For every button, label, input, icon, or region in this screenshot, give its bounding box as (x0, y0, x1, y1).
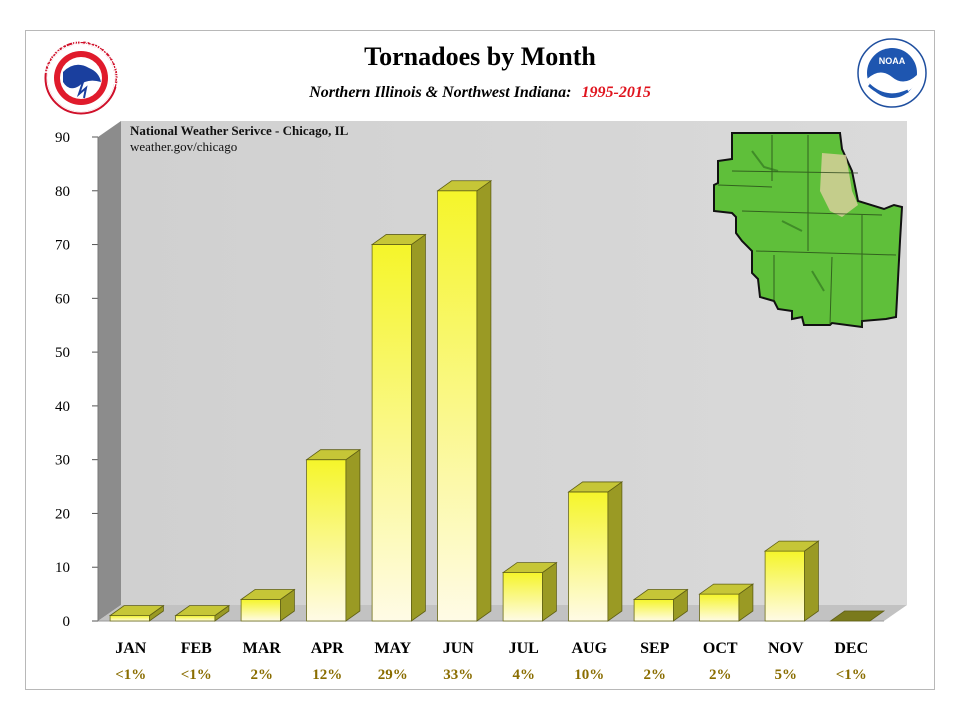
bar-jan (108, 604, 165, 622)
y-tick-label-7: 70 (55, 238, 70, 254)
chart-subtitle: Northern Illinois & Northwest Indiana: 1… (308, 84, 651, 101)
bar-side-10 (804, 540, 819, 622)
percent-label-8: 2% (644, 667, 667, 683)
bar-cap-8 (632, 589, 689, 600)
nws-logo-icon: NATIONAL WEATHER SERVICE (44, 41, 118, 115)
bar-front-1 (175, 615, 216, 622)
percent-label-10: 5% (775, 667, 798, 683)
x-tick-label-8: SEP (640, 640, 670, 657)
y-tick-label-1: 10 (55, 560, 70, 576)
bar-chart: NATIONAL WEATHER SERVICE NOAA Tornadoes … (44, 38, 927, 683)
bar-cap-9 (698, 583, 755, 595)
bar-side-4 (410, 233, 426, 622)
bars (108, 180, 886, 622)
bar-cap-6 (501, 562, 558, 573)
x-tick-label-5: JUN (443, 640, 475, 657)
bar-aug (567, 481, 624, 622)
percent-label-0: <1% (115, 667, 146, 683)
y-axis: 0 10 20 30 40 50 60 70 80 90 (55, 130, 99, 630)
bar-cap-10 (763, 540, 820, 552)
x-tick-label-4: MAY (374, 640, 411, 657)
percent-label-5: 33% (443, 667, 473, 683)
bar-mar (239, 588, 296, 622)
subtitle-region: Northern Illinois & Northwest Indiana: (308, 84, 571, 101)
percent-labels: <1% <1% 2% 12% 29% 33% 4% 10% 2% 2% 5% <1% (115, 667, 867, 683)
y-tick-label-6: 60 (55, 291, 70, 307)
noaa-logo-text: NOAA (879, 56, 906, 66)
chart-title: Tornadoes by Month (364, 42, 596, 71)
bar-cap-11 (829, 610, 886, 622)
bar-front-3 (306, 459, 347, 622)
x-tick-label-10: NOV (768, 640, 804, 657)
noaa-logo-icon: NOAA (857, 38, 927, 108)
bar-front-7 (568, 491, 609, 622)
x-tick-label-6: JUL (509, 640, 539, 657)
bar-may (370, 233, 427, 622)
y-tick-label-5: 50 (55, 345, 70, 361)
bar-nov (763, 540, 820, 622)
y-tick-label-9: 90 (55, 130, 70, 146)
bar-cap-4 (370, 234, 427, 245)
bar-side-5 (476, 180, 492, 622)
percent-label-1: <1% (181, 667, 212, 683)
bar-apr (305, 448, 362, 622)
percent-label-2: 2% (251, 667, 274, 683)
bar-front-9 (699, 593, 740, 622)
x-tick-label-1: FEB (181, 640, 212, 657)
percent-label-9: 2% (709, 667, 732, 683)
bar-oct (698, 583, 755, 622)
percent-label-4: 29% (378, 667, 408, 683)
bar-cap-2 (239, 589, 296, 600)
bar-side-3 (345, 448, 361, 622)
bar-jul (501, 561, 558, 622)
x-tick-label-7: AUG (571, 640, 607, 657)
bar-side-7 (607, 481, 623, 622)
y-tick-label-8: 80 (55, 184, 70, 200)
bar-cap-0 (108, 605, 165, 617)
bar-front-5 (437, 190, 478, 622)
bar-dec (829, 610, 886, 622)
x-tick-label-2: MAR (243, 640, 282, 657)
subtitle-years: 1995-2015 (581, 84, 650, 101)
percent-label-3: 12% (312, 667, 342, 683)
credit-line-1: National Weather Serivce - Chicago, IL (130, 123, 349, 138)
bar-front-0 (109, 615, 150, 622)
y-tick-label-2: 20 (55, 506, 70, 522)
bar-feb (174, 604, 231, 622)
x-axis-labels: JAN FEB MAR APR MAY JUN JUL AUG SEP OCT NOV DEC (115, 640, 868, 657)
x-tick-label-11: DEC (834, 640, 868, 657)
y-tick-label-3: 30 (55, 453, 70, 469)
bar-front-8 (633, 599, 674, 622)
left-wall (98, 121, 121, 621)
x-tick-label-0: JAN (115, 640, 147, 657)
bar-front-6 (502, 572, 543, 622)
bar-cap-5 (436, 180, 493, 192)
credit-line-2: weather.gov/chicago (130, 139, 237, 154)
bar-cap-7 (567, 481, 624, 493)
bar-cap-3 (305, 449, 362, 461)
bar-front-10 (764, 550, 805, 622)
bar-front-2 (240, 599, 281, 622)
percent-label-7: 10% (574, 667, 604, 683)
x-tick-label-9: OCT (703, 640, 738, 657)
x-tick-label-3: APR (311, 640, 344, 657)
bar-sep (632, 588, 689, 622)
y-tick-label-4: 40 (55, 399, 70, 415)
percent-label-6: 4% (513, 667, 536, 683)
chart-frame: NATIONAL WEATHER SERVICE NOAA Tornadoes … (25, 30, 935, 690)
bar-jun (436, 180, 493, 622)
bar-cap-1 (174, 605, 231, 617)
bar-front-4 (371, 244, 412, 622)
y-tick-label-0: 0 (63, 614, 71, 630)
region-map-icon (713, 132, 904, 329)
percent-label-11: <1% (836, 667, 867, 683)
